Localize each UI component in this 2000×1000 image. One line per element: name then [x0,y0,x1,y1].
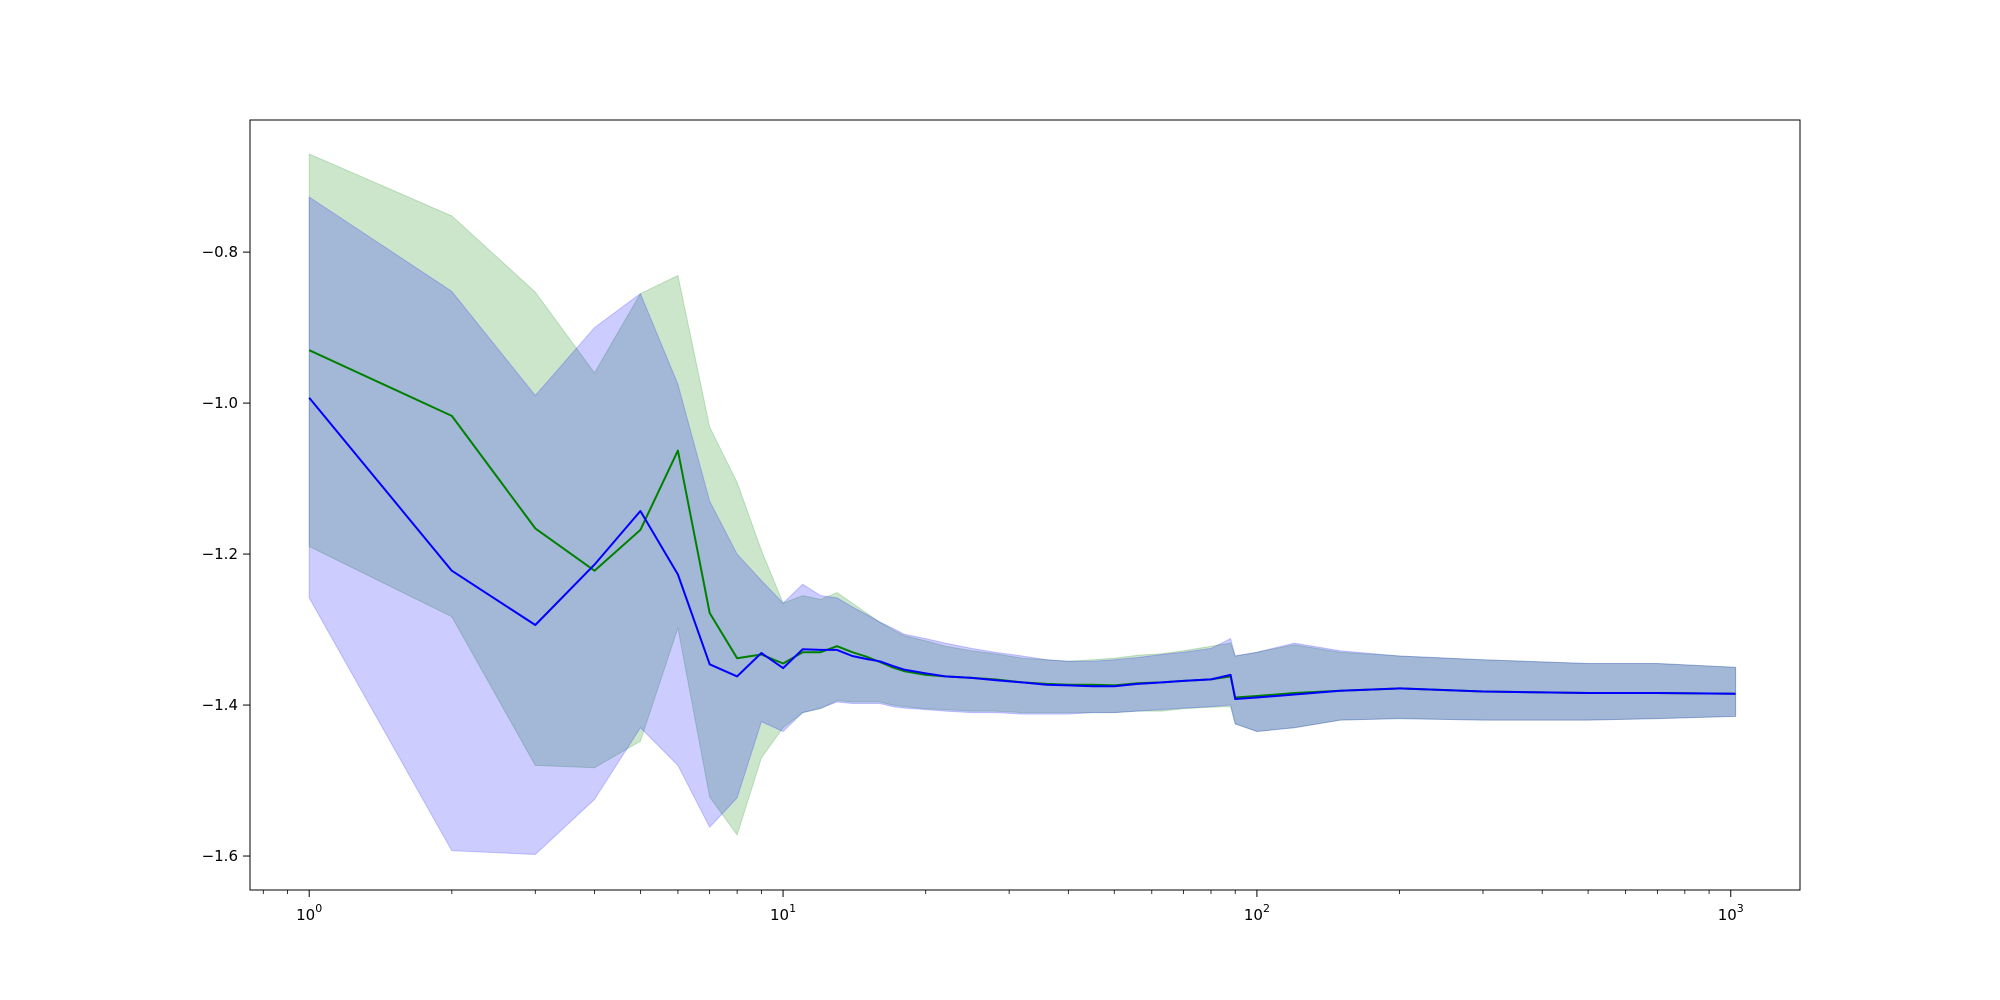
y-axis: −0.8 −1.0 −1.2 −1.4 −1.6 [202,243,250,865]
series-1-confidence-band [308,153,1737,836]
series-lines [308,349,1736,700]
series-2-mean-line [308,397,1736,700]
y-tick-label: −1.6 [202,847,238,865]
y-tick-label: −1.0 [202,394,238,412]
y-tick-label: −1.4 [202,696,238,714]
y-tick-label: −0.8 [202,243,238,261]
plot-area-frame [249,119,1801,891]
y-tick-label: −1.2 [202,545,238,563]
